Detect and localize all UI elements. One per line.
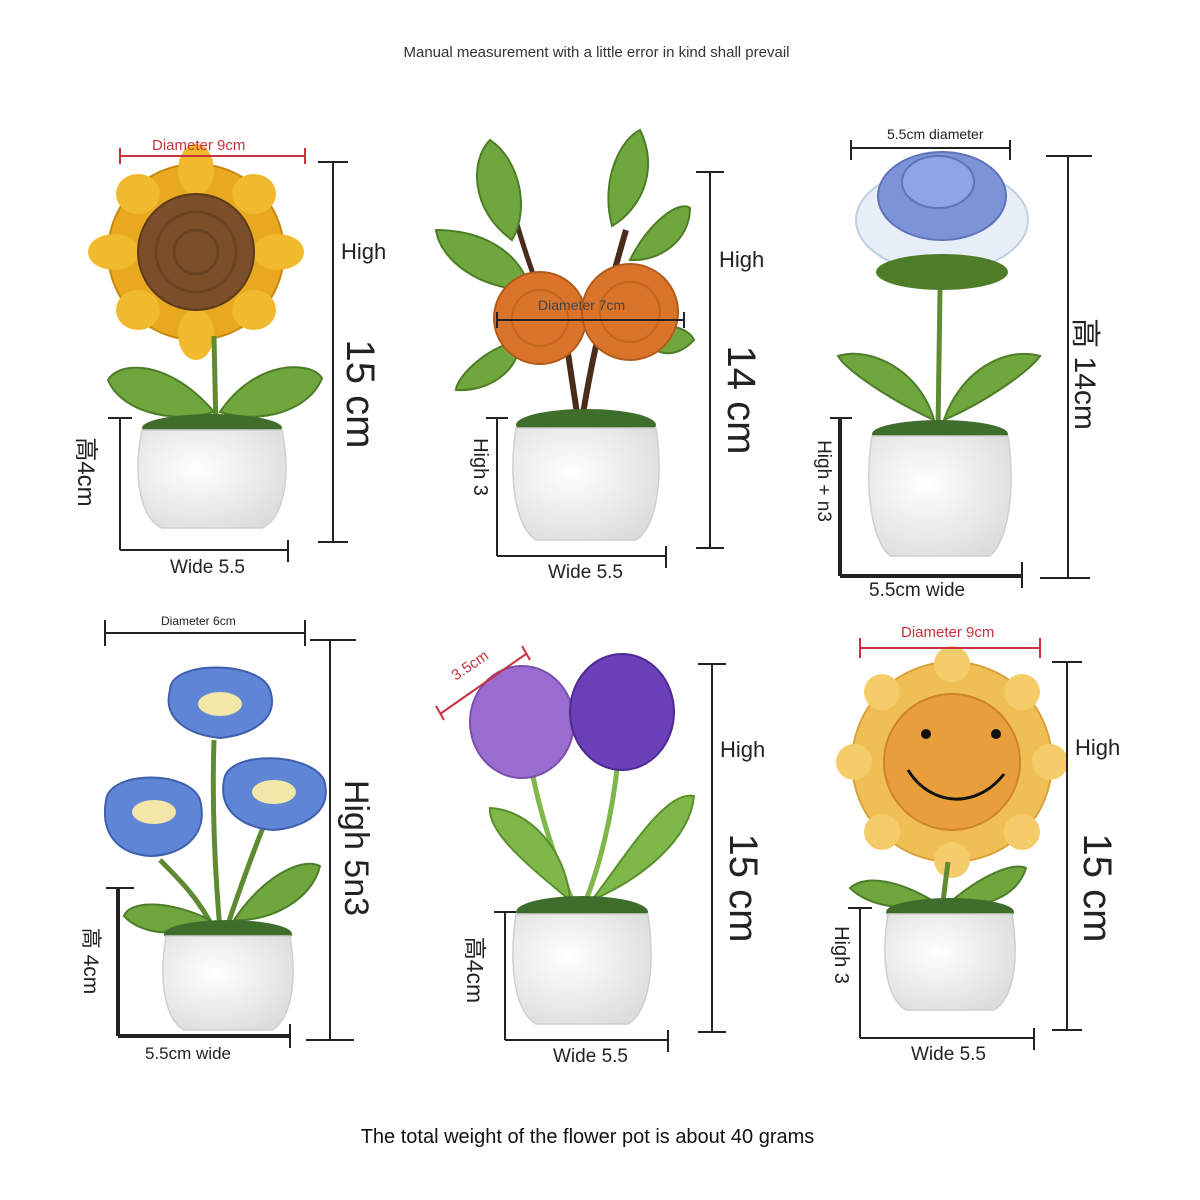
dimension-lines <box>104 140 1092 1052</box>
smiley-pot-width: Wide 5.5 <box>911 1044 986 1065</box>
bellflower-plant <box>103 666 327 1031</box>
orange-pot-height: High 3 <box>469 438 491 496</box>
smiley-diameter-label: Diameter 9cm <box>901 624 995 641</box>
rose-pot-width: 5.5cm wide <box>869 580 966 601</box>
sunflower-plant <box>88 144 324 529</box>
measurement-note: Manual measurement with a little error i… <box>403 44 790 61</box>
rose-pot-height: High + n3 <box>813 440 834 522</box>
rose-height-value: 高 14cm <box>1068 318 1101 430</box>
smiley-height-word: High <box>1075 735 1121 760</box>
orange-diameter-label: Diameter 7cm <box>538 297 626 313</box>
rose-diameter-label: 5.5cm diameter <box>887 126 984 142</box>
sunflower-diameter-label: Diameter 9cm <box>152 137 246 154</box>
bellflower-diameter-label: Diameter 6cm <box>161 614 236 628</box>
smiley-sunflower-plant <box>836 646 1068 1011</box>
smiley-pot-height: High 3 <box>830 926 852 984</box>
orange-pot-width: Wide 5.5 <box>548 562 623 583</box>
orange-height-value: 14 cm <box>719 345 763 455</box>
bellflower-pot-width: 5.5cm wide <box>145 1044 231 1063</box>
orange-branch-plant <box>434 128 696 541</box>
orange-height-word: High <box>719 247 765 272</box>
sunflower-height-value: 15 cm <box>338 339 382 449</box>
weight-note: The total weight of the flower pot is ab… <box>360 1126 815 1148</box>
tulip-pot-height: 高4cm <box>462 936 488 1004</box>
tulip-height-word: High <box>720 737 766 762</box>
sunflower-pot-width: Wide 5.5 <box>170 557 245 578</box>
tulip-height-value: 15 cm <box>721 833 765 943</box>
smiley-height-value: 15 cm <box>1075 833 1119 943</box>
tulip-plant <box>469 653 696 1025</box>
blue-rose-plant <box>836 151 1042 557</box>
sunflower-pot-height: 高4cm <box>72 437 99 507</box>
tulip-pot-width: Wide 5.5 <box>553 1046 628 1067</box>
bellflower-height-value: High 5n3 <box>337 779 375 917</box>
bellflower-pot-height: 高 4cm <box>79 927 102 995</box>
sunflower-height-word: High <box>341 239 387 264</box>
